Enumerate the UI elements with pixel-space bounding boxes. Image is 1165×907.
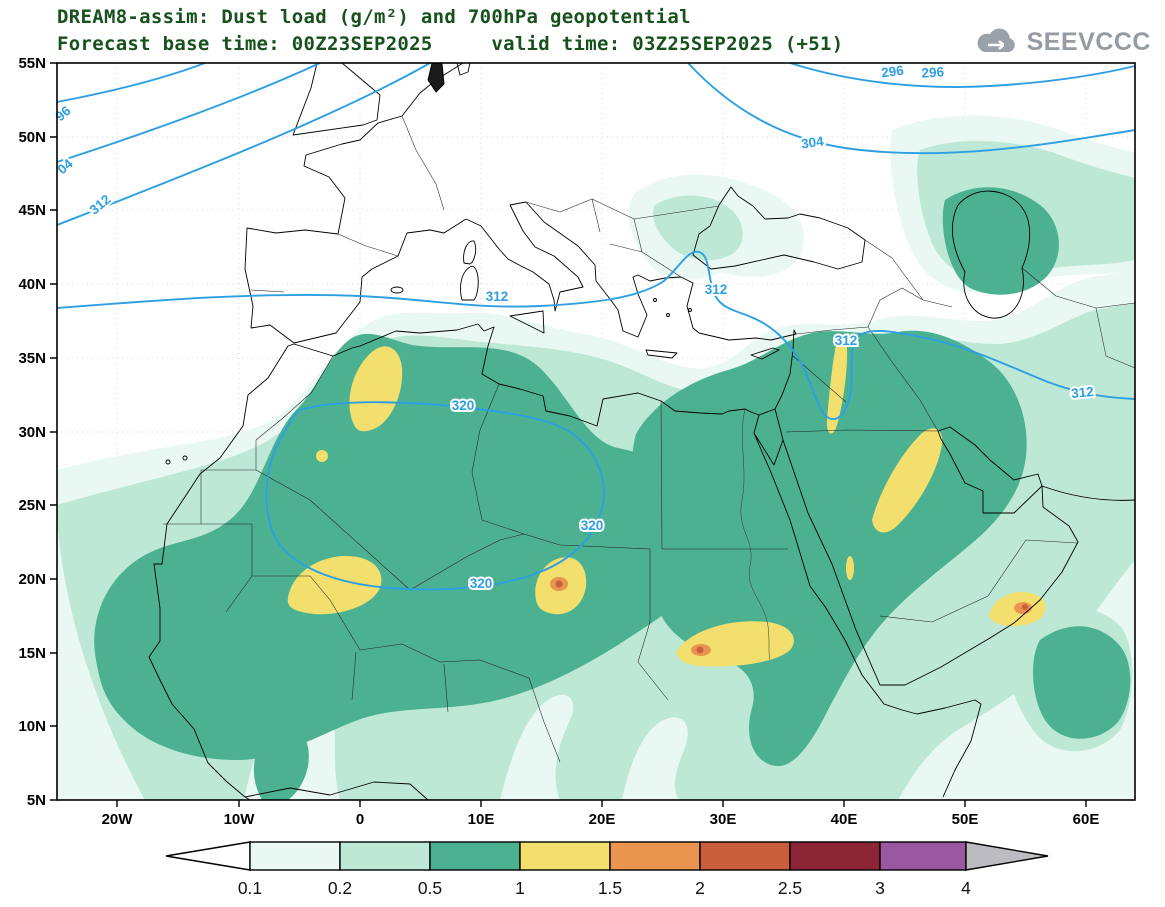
x-tick-label: 10E <box>468 811 495 828</box>
y-axis-labels: 55N 50N 45N 40N 35N 30N 25N 20N 15N 10N … <box>18 55 46 809</box>
contour-label: 320 <box>452 398 475 413</box>
y-tick-label: 30N <box>18 424 46 441</box>
y-tick-label: 5N <box>27 792 46 809</box>
colorbar-segment <box>249 841 341 871</box>
y-tick-label: 55N <box>18 55 46 72</box>
colorbar-value: 0.2 <box>328 878 352 898</box>
x-tick-label: 50E <box>952 811 979 828</box>
contour-label: 312 <box>835 333 858 348</box>
nile-river <box>740 408 771 661</box>
y-tick-label: 40N <box>18 276 46 293</box>
contour-label: 320 <box>470 576 493 591</box>
contour-label: 312 <box>705 282 728 297</box>
contour-label: 312 <box>1071 384 1095 401</box>
forecast-map: 96 04 312 312 312 312 312 296 296 304 32… <box>18 55 1136 828</box>
contour-label: 312 <box>87 192 114 218</box>
x-tick-label: 0 <box>356 811 364 828</box>
axis-ticks <box>50 62 1087 807</box>
cloud-icon <box>977 28 1015 52</box>
y-tick-label: 15N <box>18 645 46 662</box>
dust-load-fill-2 <box>555 580 1028 654</box>
colorbar-labels: 0.1 0.2 0.5 1 1.5 2 2.5 3 4 <box>238 878 971 898</box>
colorbar-value: 1 <box>515 878 525 898</box>
y-tick-label: 45N <box>18 202 46 219</box>
colorbar-arrow-left <box>165 841 251 871</box>
colorbar-value: 0.5 <box>418 878 442 898</box>
y-tick-label: 20N <box>18 571 46 588</box>
colorbar-segment <box>789 841 881 871</box>
x-tick-label: 20W <box>102 811 134 828</box>
coastlines <box>148 62 1136 801</box>
colorbar-segment <box>609 841 701 871</box>
colorbar-segment <box>879 841 967 871</box>
contour-label: 320 <box>581 518 604 533</box>
y-tick-label: 50N <box>18 129 46 146</box>
colorbar-value: 0.1 <box>238 878 262 898</box>
colorbar-value: 2 <box>695 878 705 898</box>
map-subtitle: Forecast base time: 00Z23SEP2025 valid t… <box>57 33 844 55</box>
contour-label: 296 <box>921 64 945 80</box>
dust-load-colorbar: 0.1 0.2 0.5 1 1.5 2 2.5 3 4 <box>165 841 1049 898</box>
colorbar-segment <box>339 841 431 871</box>
contour-label: 304 <box>800 133 825 151</box>
colorbar-segment <box>519 841 611 871</box>
colorbar-value: 1.5 <box>598 878 622 898</box>
x-tick-label: 20E <box>589 811 616 828</box>
colorbar-value: 3 <box>875 878 885 898</box>
x-tick-label: 60E <box>1073 811 1100 828</box>
colorbar-segment <box>699 841 791 871</box>
x-axis-labels: 20W 10W 0 10E 20E 30E 40E 50E 60E <box>102 811 1100 828</box>
y-tick-label: 10N <box>18 718 46 735</box>
colorbar-value: 2.5 <box>778 878 802 898</box>
country-borders <box>163 115 1136 763</box>
colorbar-value: 4 <box>961 878 971 898</box>
contour-label: 96 <box>53 103 75 124</box>
seevccc-logo: SEEVCCC <box>974 26 1151 58</box>
contour-label: 296 <box>880 63 905 81</box>
x-tick-label: 40E <box>831 811 858 828</box>
colorbar-segment <box>429 841 521 871</box>
y-tick-label: 35N <box>18 350 46 367</box>
map-title: DREAM8-assim: Dust load (g/m²) and 700hP… <box>57 6 691 28</box>
logo-text: SEEVCCC <box>1026 27 1151 56</box>
contour-label: 312 <box>486 289 509 304</box>
colorbar-arrow-right <box>965 841 1049 871</box>
geopotential-contours <box>56 62 1136 591</box>
x-tick-label: 30E <box>710 811 737 828</box>
x-tick-label: 10W <box>224 811 256 828</box>
y-tick-label: 25N <box>18 497 46 514</box>
